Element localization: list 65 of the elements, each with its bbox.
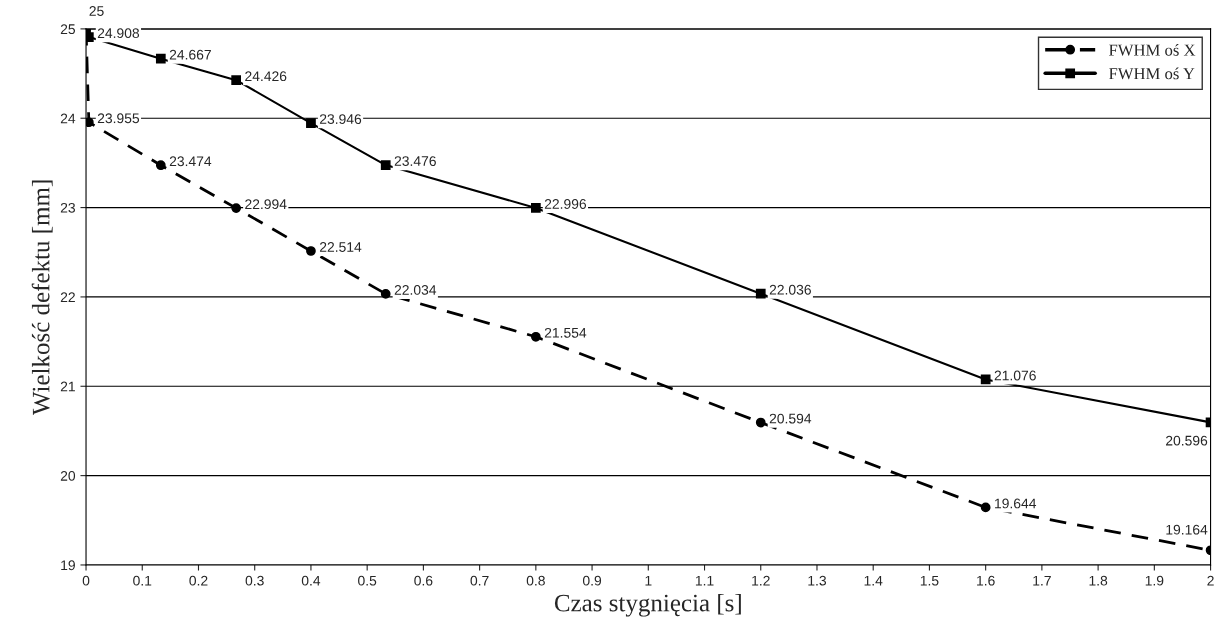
x-tick-label: 1.4 xyxy=(864,575,883,586)
data-label: 22.514 xyxy=(319,242,362,252)
x-tick-label: 1.2 xyxy=(752,575,770,586)
y-tick-label: 22 xyxy=(60,292,75,302)
data-label: 22.036 xyxy=(769,284,811,295)
y-tick-label: 24 xyxy=(60,113,76,124)
y-tick-label: 25 xyxy=(60,24,76,35)
y-tick-label: 23 xyxy=(60,202,75,213)
x-tick-label: 1.7 xyxy=(1033,575,1051,586)
x-tick-label: 0.6 xyxy=(414,575,433,586)
point xyxy=(306,246,316,256)
legend-label: FWHM oś Y xyxy=(1109,67,1195,80)
data-label: 22.994 xyxy=(245,199,287,210)
point xyxy=(380,289,391,299)
data-label: 23.476 xyxy=(394,156,436,166)
data-label: 22.996 xyxy=(544,199,587,209)
x-tick-label: 0.4 xyxy=(301,575,321,586)
point xyxy=(530,203,541,213)
x-tick-label: 1 xyxy=(645,575,652,586)
y-tick-label: 19 xyxy=(61,560,75,571)
x-tick-label: 1.1 xyxy=(695,575,714,586)
data-label: 23.946 xyxy=(319,114,362,125)
point xyxy=(231,203,242,213)
point xyxy=(155,53,166,64)
point xyxy=(530,331,541,342)
data-label: 20.596 xyxy=(1166,435,1208,446)
point xyxy=(380,160,391,170)
legend-label: FWHM oś X xyxy=(1109,43,1196,56)
point xyxy=(980,502,991,513)
x-tick-label: 1.3 xyxy=(808,575,827,586)
point xyxy=(755,417,766,428)
data-label: 24.667 xyxy=(169,49,211,60)
data-label: 23.955 xyxy=(97,113,140,124)
x-tick-label: 0.7 xyxy=(470,575,489,586)
data-label: 19.164 xyxy=(1166,524,1208,535)
x-tick-label: 0.3 xyxy=(245,575,264,586)
point xyxy=(980,374,991,385)
x-tick-label: 0.5 xyxy=(358,575,377,586)
x-tick-label: 0.2 xyxy=(189,575,208,586)
point xyxy=(755,288,766,299)
x-tick-label: 2 xyxy=(1207,575,1214,586)
data-label: 20.594 xyxy=(769,413,812,424)
data-label: 23.474 xyxy=(169,156,212,167)
data-label: 22.034 xyxy=(394,285,437,295)
data-label: 21.554 xyxy=(544,327,587,338)
point xyxy=(306,118,316,128)
x-axis-title: Czas stygnięcia [s] xyxy=(554,593,741,617)
x-tick-label: 0.8 xyxy=(526,575,545,586)
point xyxy=(231,75,242,86)
x-tick-label: 1.9 xyxy=(1145,575,1164,586)
x-tick-label: 0 xyxy=(82,575,90,586)
y-tick-label: 20 xyxy=(60,470,76,481)
x-tick-label: 1.6 xyxy=(977,575,995,586)
x-tick-label: 1.8 xyxy=(1089,575,1108,586)
data-label: 24.908 xyxy=(97,28,140,39)
point xyxy=(155,160,166,171)
y-tick-label: 21 xyxy=(60,381,75,392)
data-label: 25 xyxy=(89,6,104,16)
data-label: 24.426 xyxy=(245,71,287,82)
x-tick-label: 1.5 xyxy=(920,575,939,586)
x-tick-label: 0.1 xyxy=(133,575,152,586)
data-label: 19.644 xyxy=(995,498,1037,509)
y-axis-title: Wielkość defektu [mm] xyxy=(31,180,53,416)
data-label: 21.076 xyxy=(994,370,1036,381)
x-tick-label: 0.9 xyxy=(582,575,602,586)
